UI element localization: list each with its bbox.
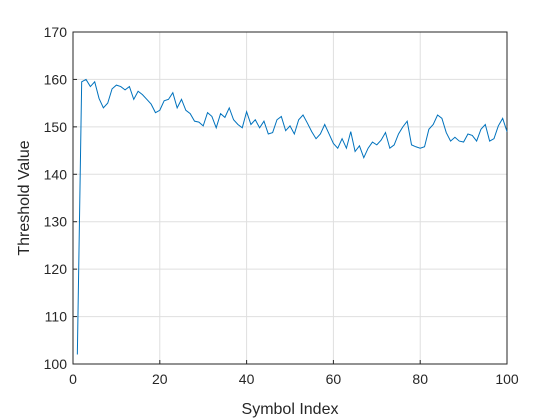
y-tick-label: 170 [44, 24, 68, 40]
x-tick-label: 0 [69, 371, 77, 387]
data-line [76, 78, 508, 355]
x-tick-label: 60 [326, 371, 342, 387]
x-axis-label: Symbol Index [242, 401, 339, 418]
y-axis-label: Threshold Value [16, 140, 33, 255]
y-tick-label: 150 [44, 119, 68, 135]
x-tick-label: 100 [495, 371, 519, 387]
axes-box [72, 31, 508, 365]
y-tick-label: 120 [44, 261, 68, 277]
y-tick-label: 160 [44, 71, 68, 87]
y-tick-label: 110 [45, 309, 68, 325]
plot-area [73, 32, 507, 364]
x-tick-label: 80 [412, 371, 428, 387]
y-tick-label: 140 [44, 166, 68, 182]
x-tick-label: 20 [152, 371, 168, 387]
x-tick-label: 40 [239, 371, 255, 387]
y-tick-label: 130 [44, 214, 68, 230]
y-tick-label: 100 [44, 356, 68, 372]
